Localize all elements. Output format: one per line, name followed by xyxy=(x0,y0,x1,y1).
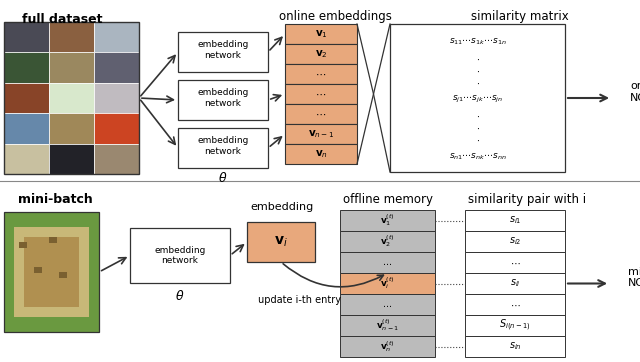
Text: $\mathbf{v}_{n-1}$: $\mathbf{v}_{n-1}$ xyxy=(308,128,334,140)
Bar xyxy=(285,124,357,144)
Text: θ: θ xyxy=(176,290,184,303)
Text: $\cdot$: $\cdot$ xyxy=(476,67,479,76)
Text: $\cdots$: $\cdots$ xyxy=(509,257,520,268)
Bar xyxy=(340,273,435,294)
Text: $\mathbf{v}_2$: $\mathbf{v}_2$ xyxy=(315,48,327,60)
Bar xyxy=(4,22,139,174)
Bar xyxy=(130,228,230,283)
Text: $\cdot$: $\cdot$ xyxy=(476,111,479,121)
Bar xyxy=(340,336,435,357)
Text: $s_{i1}$: $s_{i1}$ xyxy=(509,215,522,226)
Text: $\mathbf{v}_n$: $\mathbf{v}_n$ xyxy=(314,148,328,160)
Bar xyxy=(285,44,357,64)
Text: $s_{j1}\cdots s_{jk}\cdots s_{jn}$: $s_{j1}\cdots s_{jk}\cdots s_{jn}$ xyxy=(452,93,503,105)
Bar xyxy=(4,22,49,52)
Bar xyxy=(94,113,139,144)
Bar xyxy=(4,144,49,174)
Text: $\cdots$: $\cdots$ xyxy=(383,258,392,267)
Bar xyxy=(94,52,139,83)
Bar xyxy=(178,128,268,168)
Bar xyxy=(49,237,57,243)
Text: embedding: embedding xyxy=(250,202,314,212)
Text: $\cdot$: $\cdot$ xyxy=(476,135,479,144)
Bar xyxy=(94,22,139,52)
Text: mini-batch
NCA: mini-batch NCA xyxy=(628,267,640,288)
Bar xyxy=(285,104,357,124)
Bar xyxy=(59,272,67,278)
Text: $\cdots$: $\cdots$ xyxy=(509,299,520,310)
Bar xyxy=(340,210,435,231)
Bar xyxy=(24,237,79,307)
Text: $s_{n1}\cdots s_{nk}\cdots s_{nn}$: $s_{n1}\cdots s_{nk}\cdots s_{nn}$ xyxy=(449,152,506,162)
Text: embedding
network: embedding network xyxy=(197,40,249,60)
Text: $s_{11}\cdots s_{1k}\cdots s_{1n}$: $s_{11}\cdots s_{1k}\cdots s_{1n}$ xyxy=(449,37,506,47)
Bar xyxy=(247,222,315,262)
Bar xyxy=(14,227,89,317)
Text: $s_{in}$: $s_{in}$ xyxy=(509,341,522,352)
Bar xyxy=(340,294,435,315)
Text: $\cdot$: $\cdot$ xyxy=(476,79,479,88)
Text: $\cdot$: $\cdot$ xyxy=(476,55,479,63)
Text: online embeddings: online embeddings xyxy=(278,10,392,23)
Bar xyxy=(178,80,268,120)
Bar xyxy=(285,144,357,164)
Text: original
NCA: original NCA xyxy=(630,81,640,103)
Bar xyxy=(285,84,357,104)
Bar xyxy=(4,113,49,144)
Text: $\cdot$: $\cdot$ xyxy=(476,123,479,132)
Text: $\cdots$: $\cdots$ xyxy=(316,109,326,119)
Text: similarity matrix: similarity matrix xyxy=(471,10,569,23)
Text: $\cdots$: $\cdots$ xyxy=(316,69,326,79)
Text: $s_{ii}$: $s_{ii}$ xyxy=(509,278,520,289)
Bar xyxy=(340,315,435,336)
Bar xyxy=(465,336,565,357)
Bar xyxy=(49,22,94,52)
Bar xyxy=(465,315,565,336)
Text: full dataset: full dataset xyxy=(22,13,102,26)
Text: $\mathbf{v}_i^{(t)}$: $\mathbf{v}_i^{(t)}$ xyxy=(380,276,395,291)
Text: similarity pair with i: similarity pair with i xyxy=(468,193,586,206)
Text: update i-th entry: update i-th entry xyxy=(259,295,342,305)
Text: $\mathbf{v}_1$: $\mathbf{v}_1$ xyxy=(315,28,328,40)
Text: $\mathbf{v}_2^{(t)}$: $\mathbf{v}_2^{(t)}$ xyxy=(380,234,395,249)
Bar xyxy=(19,242,27,248)
Text: $\cdots$: $\cdots$ xyxy=(316,89,326,99)
Bar xyxy=(465,231,565,252)
Bar xyxy=(49,113,94,144)
Bar xyxy=(34,267,42,273)
Bar xyxy=(4,83,49,113)
Bar xyxy=(49,52,94,83)
Bar xyxy=(178,32,268,72)
Bar xyxy=(285,64,357,84)
Text: embedding
network: embedding network xyxy=(154,246,205,265)
Bar xyxy=(340,231,435,252)
Bar xyxy=(4,52,49,83)
Bar xyxy=(465,252,565,273)
Text: $\mathbf{v}_1^{(t)}$: $\mathbf{v}_1^{(t)}$ xyxy=(380,213,395,228)
Text: $S_{i(n-1)}$: $S_{i(n-1)}$ xyxy=(499,318,531,333)
Bar xyxy=(94,83,139,113)
Text: θ: θ xyxy=(219,172,227,185)
Text: offline memory: offline memory xyxy=(343,193,433,206)
Bar xyxy=(340,252,435,273)
Bar xyxy=(465,210,565,231)
Text: $\cdots$: $\cdots$ xyxy=(383,300,392,309)
Bar xyxy=(49,83,94,113)
Bar xyxy=(49,144,94,174)
Text: embedding
network: embedding network xyxy=(197,88,249,108)
Bar xyxy=(94,144,139,174)
Bar xyxy=(465,294,565,315)
Text: mini-batch: mini-batch xyxy=(18,193,92,206)
Text: $\mathbf{v}_n^{(t)}$: $\mathbf{v}_n^{(t)}$ xyxy=(380,339,395,354)
Bar xyxy=(465,273,565,294)
Text: $\mathbf{v}_{n-1}^{(t)}$: $\mathbf{v}_{n-1}^{(t)}$ xyxy=(376,318,399,333)
Bar xyxy=(390,24,565,172)
Text: $\mathbf{v}_i$: $\mathbf{v}_i$ xyxy=(274,235,288,249)
Bar xyxy=(285,24,357,44)
Text: $s_{i2}$: $s_{i2}$ xyxy=(509,236,521,247)
Bar xyxy=(4,212,99,332)
Text: embedding
network: embedding network xyxy=(197,136,249,156)
